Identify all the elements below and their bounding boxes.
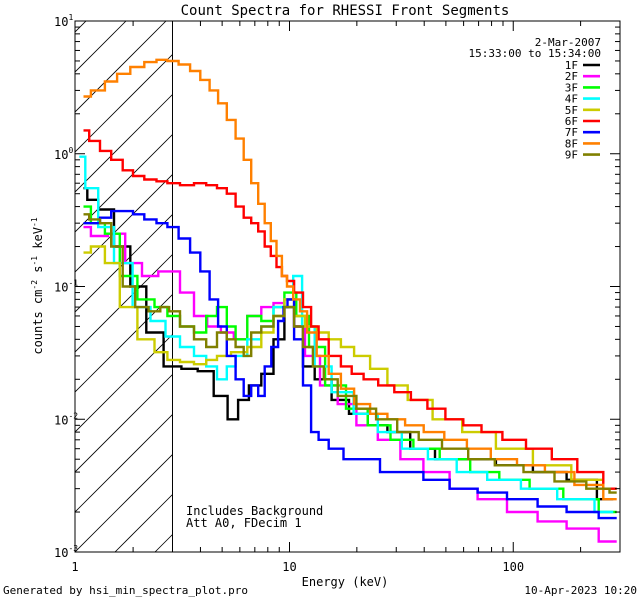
series-9F [83, 213, 617, 494]
y-tick-label: 100 [54, 146, 73, 162]
series-8F [83, 58, 617, 501]
series-layer [79, 58, 617, 543]
legend-label-6F: 6F [565, 115, 578, 128]
annotation-attenuator: Att A0, FDecim 1 [186, 516, 302, 530]
hatch-mask [172, 21, 620, 552]
footer-generated-by: Generated by hsi_min_spectra_plot.pro [3, 584, 248, 597]
footer-date: 10-Apr-2023 10:20 [524, 584, 637, 597]
hatch-line [75, 21, 207, 153]
y-tick-label: 10-3 [54, 544, 78, 560]
legend-time-range: 15:33:00 to 15:34:00 [469, 47, 601, 60]
chart-title: Count Spectra for RHESSI Front Segments [181, 3, 510, 19]
legend-label-8F: 8F [565, 137, 578, 150]
x-tick-label: 1 [71, 560, 78, 574]
x-axis-label: Energy (keV) [302, 575, 389, 589]
x-tick-label: 100 [502, 560, 524, 574]
axis-ticks: 10 100 1 101 100 10-1 10-2 10-3 [54, 13, 621, 574]
x-tick-label: 10 [282, 560, 296, 574]
series-7F [83, 209, 617, 520]
hatched-threshold-region [75, 21, 620, 552]
legend-label-7F: 7F [565, 126, 578, 139]
annotation-background: Includes Background [186, 504, 323, 518]
legend-label-1F: 1F [565, 59, 578, 72]
legend-date: 2-Mar-2007 [535, 36, 601, 49]
legend-label-9F: 9F [565, 149, 578, 162]
legend-label-3F: 3F [565, 81, 578, 94]
svg-text:counts cm-2 s-1 keV-1: counts cm-2 s-1 keV-1 [30, 217, 45, 354]
y-tick-label: 101 [54, 13, 73, 29]
legend-label-5F: 5F [565, 104, 578, 117]
y-tick-label: 10-1 [54, 279, 78, 295]
legend-label-4F: 4F [565, 93, 578, 106]
legend-label-2F: 2F [565, 70, 578, 83]
hatch-line [75, 21, 167, 113]
y-tick-label: 10-2 [54, 411, 78, 427]
y-axis-label: counts cm-2 s-1 keV-1 [30, 217, 45, 354]
